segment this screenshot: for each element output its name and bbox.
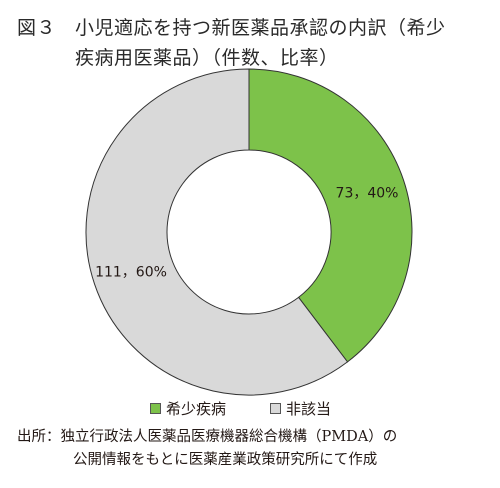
source-note: 出所：独立行政法人医薬品医療機器総合機構（PMDA）の 公開情報をもとに医薬産業… <box>17 426 492 472</box>
legend: 希少疾病 非該当 <box>0 396 500 420</box>
legend-swatch-not-applicable <box>270 403 281 414</box>
legend-item-not-applicable: 非該当 <box>270 398 331 419</box>
donut-slices <box>85 68 413 396</box>
legend-label-not-applicable: 非該当 <box>286 400 332 418</box>
figure-label: 図３ <box>17 17 57 39</box>
title-line-1: 小児適応を持つ新医薬品承認の内訳（希少 <box>75 17 446 39</box>
legend-label-rare-disease: 希少疾病 <box>166 400 227 418</box>
legend-item-rare-disease: 希少疾病 <box>150 398 226 419</box>
chart-title: 図３ 小児適応を持つ新医薬品承認の内訳（希少 疾病用医薬品）（件数、比率） <box>17 13 487 73</box>
legend-swatch-rare-disease <box>150 403 161 414</box>
data-labels: 73，40% 111，60% <box>95 185 398 280</box>
slice-not-applicable <box>85 68 349 396</box>
source-line-1: 出所：独立行政法人医薬品医療機器総合機構（PMDA）の <box>17 429 398 445</box>
slice-rare-disease <box>248 68 413 363</box>
title-line-2: 疾病用医薬品）（件数、比率） <box>75 47 339 69</box>
data-label-rare-disease: 73，40% <box>336 185 399 201</box>
source-line-2: 公開情報をもとに医薬産業政策研究所にて作成 <box>73 452 378 468</box>
data-label-not-applicable: 111，60% <box>95 265 167 281</box>
